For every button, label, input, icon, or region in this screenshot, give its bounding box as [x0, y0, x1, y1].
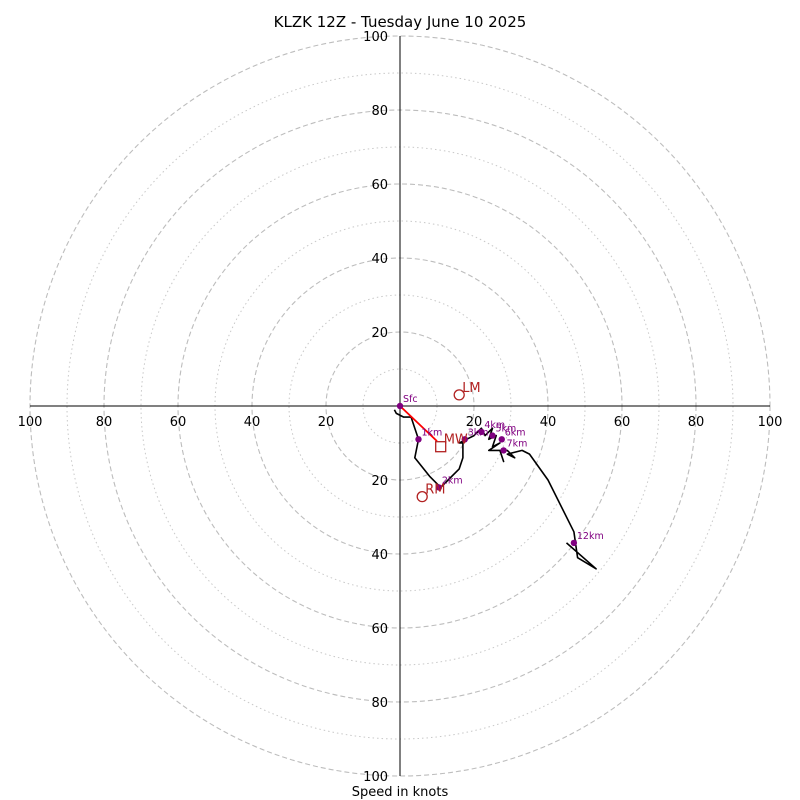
x-tick-label-pos-20: 20	[466, 415, 483, 430]
height-label-4km: 4km	[484, 420, 505, 431]
x-tick-label-neg-100: 100	[18, 415, 43, 430]
x-tick-label-pos-40: 40	[540, 415, 557, 430]
height-marker-12km	[570, 539, 578, 547]
height-marker-2km	[435, 484, 443, 491]
x-tick-label-neg-80: 80	[96, 415, 113, 430]
height-label-1km: 1km	[422, 427, 443, 438]
height-marker-5km	[489, 432, 496, 439]
tick-labels: 100 80 60 40 20 20 40 60 80 100 20 40 60 80 100 20 40 60 8…	[18, 30, 783, 785]
height-label-6km: 6km	[505, 427, 526, 438]
hodograph-trace-group	[393, 409, 597, 570]
y-tick-label-neg-60: 60	[371, 622, 388, 637]
y-tick-label-pos-80: 80	[371, 104, 388, 119]
storm-motion-label-rm: RM	[425, 483, 445, 498]
height-marker-sfc	[396, 402, 404, 410]
hodograph-trace	[393, 409, 597, 570]
height-marker-4km	[478, 428, 485, 436]
storm-motion-marker-mw	[435, 441, 447, 453]
storm-motion-label-mw: MW	[444, 433, 468, 448]
height-label-3km: 3km	[468, 427, 489, 438]
storm-motion-marker-rm	[416, 490, 428, 503]
x-tick-label-neg-60: 60	[170, 415, 187, 430]
height-label-sfc: Sfc	[403, 394, 418, 405]
height-marker-3km	[461, 436, 468, 443]
height-label-7km: 7km	[507, 438, 528, 449]
x-tick-label-pos-80: 80	[688, 415, 705, 430]
y-tick-label-pos-20: 20	[371, 326, 388, 341]
x-tick-label-neg-20: 20	[318, 415, 335, 430]
x-tick-label-pos-100: 100	[758, 415, 783, 430]
y-tick-label-neg-20: 20	[371, 474, 388, 489]
shear-vector-line	[399, 405, 438, 442]
x-tick-label-pos-60: 60	[614, 415, 631, 430]
shear-vector-group	[399, 405, 438, 442]
height-marker-1km	[415, 436, 422, 443]
height-label-12km: 12km	[577, 531, 604, 542]
storm-motion-label-lm: LM	[462, 381, 480, 396]
x-tick-label-neg-40: 40	[244, 415, 261, 430]
y-tick-label-neg-100: 100	[363, 770, 388, 785]
storm-motion-marker-lm	[453, 389, 465, 401]
height-marker-7km	[500, 447, 507, 454]
height-marker-6km	[498, 436, 505, 443]
y-tick-label-neg-80: 80	[371, 696, 388, 711]
y-tick-label-pos-60: 60	[371, 178, 388, 193]
height-label-5km: 5km	[496, 424, 517, 435]
height-label-2km: 2km	[442, 475, 463, 486]
y-tick-label-neg-40: 40	[371, 548, 388, 563]
y-tick-label-pos-40: 40	[371, 252, 388, 267]
y-tick-label-pos-100: 100	[363, 30, 388, 45]
x-axis-label: Speed in knots	[352, 785, 449, 800]
storm-motion-markers: LM RM MW	[416, 381, 481, 503]
chart-title: KLZK 12Z - Tuesday June 10 2025	[274, 13, 527, 31]
